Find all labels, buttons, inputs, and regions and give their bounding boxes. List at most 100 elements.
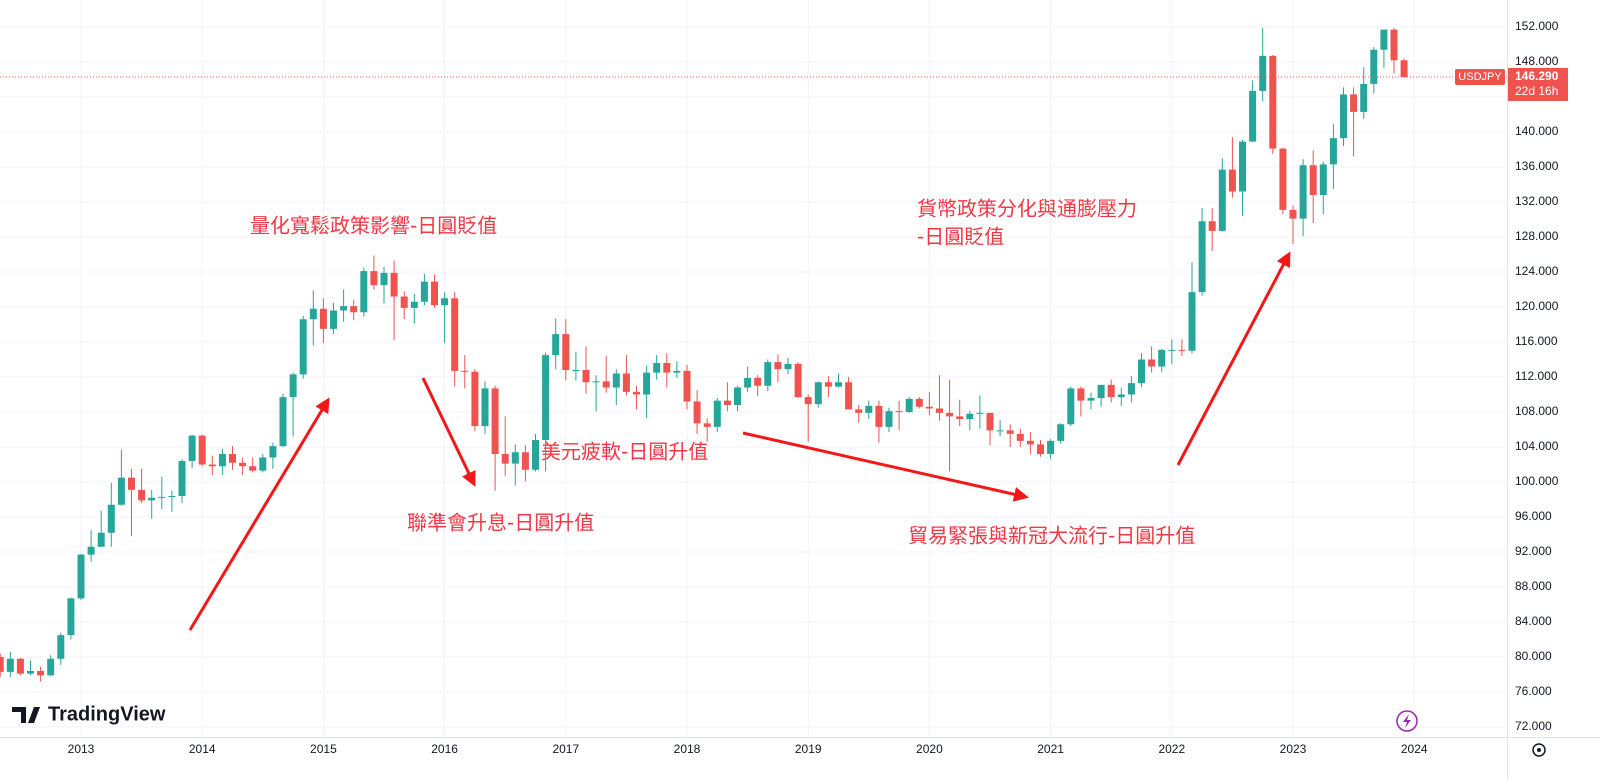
x-tick-label: 2019 [795,742,822,756]
candle-body [612,373,620,388]
arrow [188,397,330,631]
x-tick-label: 2013 [68,742,95,756]
candle-body [330,310,337,329]
candle-body [602,381,610,388]
candle-body [1269,55,1277,149]
candle-body [794,363,802,398]
x-tick-label: 2014 [189,742,216,756]
candle-body [1117,394,1125,398]
candle-body [117,477,125,505]
candle-body [1138,359,1145,384]
lightning-icon [1403,714,1411,728]
candle-body [97,532,105,547]
y-tick-label: 120.000 [1515,299,1559,313]
candle-body [905,398,913,412]
candle-body [1047,440,1055,454]
candle-body [956,416,964,419]
candle-body [0,657,4,672]
candle-body [319,308,327,329]
y-tick-label: 116.000 [1515,334,1558,348]
price-tag [1508,67,1568,101]
arrow [1176,251,1291,466]
candle-body [461,370,469,372]
candle-body [1279,148,1287,210]
arrow [742,431,1029,502]
y-tick-label: 100.000 [1515,474,1559,488]
candle-body [208,464,216,467]
candle-body [1249,90,1257,142]
candle-body [1319,164,1327,195]
candle-body [47,658,55,676]
candle-body [885,411,893,427]
y-tick-label: 128.000 [1515,229,1559,243]
candle-body [1178,349,1186,351]
x-tick-label: 2024 [1401,742,1428,756]
y-tick-label: 92.000 [1515,544,1552,558]
candle-body [309,308,317,320]
candle-body [542,355,550,440]
candle-body [572,370,580,371]
candle-body [966,413,974,419]
candle-body [895,411,903,413]
candle-body [1329,138,1337,165]
x-tick-label: 2021 [1037,742,1064,756]
candle-body [976,412,984,414]
logo-icon [12,707,40,723]
candle-body [855,409,863,413]
x-tick-label: 2016 [431,742,458,756]
candle-body [1067,388,1075,425]
candle-body [1380,29,1388,50]
x-tick-label: 2022 [1158,742,1185,756]
grid [0,0,1507,737]
candle-body [481,388,489,426]
candle-body [774,362,782,370]
candle-body [582,370,590,383]
candle-body [622,373,630,392]
x-tick-label: 2015 [310,742,337,756]
candle-body [1188,292,1196,351]
candle-body [107,504,115,533]
annotation: 美元疲軟-日圓升值 [541,440,708,464]
candle-body [996,430,1004,432]
candle-body [1350,94,1358,112]
settings-button[interactable] [1532,743,1546,757]
candle-body [57,635,65,659]
lightning-button[interactable] [1396,710,1418,732]
candle-body [1016,433,1024,441]
candle-body [643,372,651,395]
candle-body [824,382,832,387]
candle-body [521,452,529,470]
countdown-text: 22d 16h [1515,84,1558,98]
candle-body [1299,165,1307,219]
candle-body [128,477,135,490]
logo-text: TradingView [48,703,166,725]
candle-body [1026,440,1034,445]
price-tag-text: 146.290 [1515,69,1559,83]
annotation: 貨幣政策分化與通膨壓力 [917,197,1137,221]
candle-body [875,405,883,427]
y-tick-label: 104.000 [1515,439,1559,453]
candle-body [1208,221,1216,231]
y-tick-label: 108.000 [1515,404,1559,418]
candle-body [925,406,933,409]
candle-body [380,272,388,286]
candle-body [370,271,378,286]
candle-body [67,598,75,636]
candle-body [552,334,560,356]
candle-body [1370,49,1378,84]
annotation: 聯準會升息-日圓升值 [407,511,594,535]
candle-body [1309,165,1317,195]
candle-body [693,401,701,424]
candle-body [77,554,85,599]
x-tick-label: 2020 [916,742,943,756]
x-tick-label: 2018 [674,742,701,756]
y-tick-label: 80.000 [1515,649,1552,663]
x-tick-label: 2023 [1280,742,1307,756]
annotation: -日圓貶值 [917,225,1004,249]
candle-body [673,370,681,373]
candle-body [1239,141,1246,192]
candle-body [511,452,519,464]
candle-body [289,374,297,398]
symbol-tag-text: USDJPY [1458,71,1502,83]
